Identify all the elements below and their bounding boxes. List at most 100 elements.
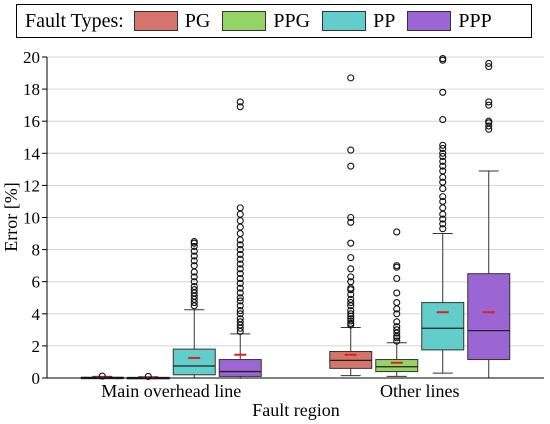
- outlier-point: [236, 241, 244, 249]
- outlier-point: [393, 228, 401, 236]
- outlier-point: [236, 318, 244, 326]
- box-iqr: [375, 359, 419, 373]
- box-pp-2: [421, 55, 465, 374]
- outlier-point: [347, 265, 355, 273]
- outlier-point: [393, 262, 401, 270]
- outlier-point: [347, 74, 355, 82]
- outlier-point: [190, 238, 198, 246]
- outlier-point: [485, 59, 493, 67]
- outlier-point: [236, 274, 244, 283]
- outlier-point: [393, 310, 401, 318]
- outlier-point: [347, 307, 355, 315]
- outlier-point: [190, 242, 198, 250]
- y-tick-label: 14: [23, 144, 41, 163]
- outlier-point: [393, 289, 401, 297]
- legend-item-ppg: PPG: [222, 10, 310, 33]
- box-ppp-1: [218, 98, 262, 379]
- outlier-point: [236, 265, 244, 273]
- outlier-point: [347, 319, 355, 327]
- box-iqr: [218, 359, 262, 377]
- outlier-point: [347, 317, 355, 325]
- outlier-point: [190, 262, 198, 270]
- y-tick-label: 18: [23, 80, 40, 99]
- outlier-point: [236, 260, 244, 268]
- outlier-point: [347, 299, 355, 307]
- x-tick-label: Main overhead line: [101, 381, 241, 401]
- legend-swatch-ppg: [222, 11, 267, 31]
- outlier-point: [439, 178, 447, 186]
- outlier-point: [393, 326, 401, 334]
- outlier-point: [439, 55, 447, 63]
- outlier-point: [439, 204, 447, 212]
- legend-item-pg: PG: [133, 10, 210, 33]
- outlier-point: [439, 162, 447, 170]
- x-axis-label: Fault region: [252, 400, 340, 420]
- legend-label-ppp: PPP: [458, 9, 492, 32]
- legend-label-ppg: PPG: [273, 9, 311, 32]
- outlier-point: [485, 98, 493, 106]
- legend-swatch-ppp: [407, 11, 452, 31]
- outlier-point: [347, 146, 355, 154]
- outlier-point: [439, 157, 447, 165]
- y-tick-label: 4: [32, 305, 41, 324]
- outlier-point: [485, 101, 493, 109]
- outlier-point: [144, 372, 152, 380]
- outlier-point: [236, 255, 244, 263]
- outlier-point: [236, 284, 244, 292]
- y-tick-label: 10: [23, 209, 40, 228]
- outlier-point: [236, 289, 244, 297]
- box-iqr: [467, 273, 511, 361]
- outlier-point: [236, 223, 244, 231]
- outlier-point: [236, 246, 244, 254]
- outlier-point: [439, 116, 447, 124]
- outlier-point: [236, 230, 244, 238]
- y-tick-label: 2: [32, 337, 41, 356]
- outlier-point: [190, 282, 198, 291]
- outlier-point: [236, 204, 244, 212]
- outlier-point: [236, 297, 244, 305]
- legend-item-pp: PP: [322, 10, 395, 33]
- box-iqr: [421, 302, 465, 351]
- outlier-point: [236, 294, 244, 302]
- outlier-point: [236, 279, 244, 287]
- axes: Error [%] Fault region 0 2 4 6 8 10 12 14 16 18 20…: [1, 48, 544, 420]
- legend: Fault Types: PG PPG PP PPP: [16, 4, 532, 38]
- outlier-point: [347, 310, 355, 318]
- box-pg-2: [329, 74, 373, 377]
- outlier-point: [439, 152, 447, 161]
- outlier-point: [190, 278, 198, 286]
- outlier-point: [485, 63, 493, 71]
- outlier-point: [485, 122, 493, 130]
- y-tick-label: 20: [23, 48, 40, 67]
- outlier-point: [190, 252, 198, 260]
- outlier-point: [236, 307, 244, 315]
- y-tick-label: 16: [23, 112, 40, 131]
- outlier-point: [190, 257, 198, 265]
- legend-item-ppp: PPP: [407, 9, 492, 33]
- outlier-point: [236, 250, 244, 258]
- outlier-point: [236, 310, 244, 318]
- outlier-point: [347, 218, 355, 226]
- outlier-point: [439, 197, 447, 205]
- y-tick-label: 8: [32, 241, 41, 260]
- outlier-point: [439, 185, 447, 193]
- outlier-point: [190, 273, 198, 281]
- outlier-point: [439, 220, 447, 228]
- outlier-point: [393, 337, 401, 345]
- outlier-point: [236, 103, 244, 111]
- outlier-point: [485, 117, 493, 125]
- legend-label-pp: PP: [373, 9, 396, 32]
- outlier-point: [347, 254, 355, 262]
- legend-swatch-pg: [133, 11, 178, 31]
- outlier-point: [347, 213, 355, 222]
- outlier-point: [190, 286, 198, 294]
- box-ppg-2: [375, 228, 419, 377]
- outlier-point: [98, 372, 106, 380]
- y-tick-label: 0: [32, 369, 41, 388]
- outlier-point: [347, 273, 355, 281]
- outlier-point: [439, 88, 447, 96]
- outlier-point: [236, 210, 244, 218]
- outlier-point: [236, 315, 244, 323]
- box-iqr: [172, 348, 216, 376]
